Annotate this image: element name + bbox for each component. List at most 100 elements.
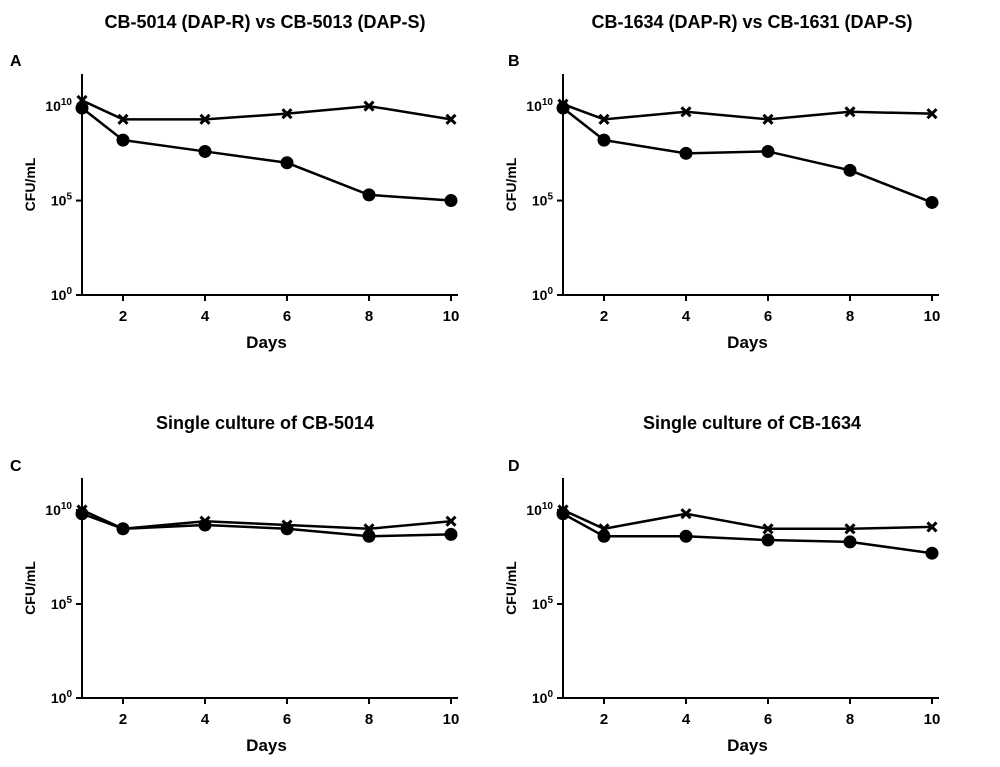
panel-title: CB-5014 (DAP-R) vs CB-5013 (DAP-S) — [104, 12, 425, 32]
y-tick-label: 100 — [532, 286, 554, 303]
data-point-circle — [116, 133, 130, 147]
data-point-circle — [556, 101, 570, 115]
y-axis-label: CFU/mL — [22, 157, 38, 211]
x-tick-label: 10 — [924, 711, 941, 728]
x-tick-label: 2 — [119, 308, 127, 325]
data-point-x — [281, 108, 293, 120]
y-axis-label: CFU/mL — [503, 157, 519, 211]
data-point-circle — [679, 529, 693, 543]
panel-letter: D — [508, 458, 520, 475]
panel-d: Single culture of CB-1634 D 2 4 6 8 10 100 105 10… — [503, 413, 940, 755]
panel-a: CB-5014 (DAP-R) vs CB-5013 (DAP-S) A 2 4 6 8 1… — [10, 12, 459, 352]
y-axis-label: CFU/mL — [22, 561, 38, 615]
data-point-x — [117, 113, 129, 125]
panel-title: Single culture of CB-1634 — [643, 413, 861, 433]
panel-letter: C — [10, 458, 22, 475]
data-point-x — [680, 106, 692, 118]
x-tick-label: 10 — [443, 711, 460, 728]
x-tick-label: 4 — [201, 308, 210, 325]
x-axis-label: Days — [246, 736, 287, 755]
data-point-x — [762, 523, 774, 535]
x-tick-label: 8 — [365, 711, 373, 728]
x-tick-label: 8 — [846, 711, 854, 728]
x-tick-label: 6 — [764, 308, 772, 325]
series-line-x — [81, 508, 452, 531]
x-axis-label: Days — [727, 333, 768, 352]
data-point-circle — [597, 133, 611, 147]
x-tick-label: 10 — [443, 308, 460, 325]
data-point-circle — [75, 101, 89, 115]
x-tick-label: 6 — [764, 711, 772, 728]
y-tick-label: 100 — [532, 689, 554, 706]
data-point-x — [926, 108, 938, 120]
data-point-circle — [556, 507, 570, 521]
x-tick-label: 8 — [846, 308, 854, 325]
x-tick-label: 4 — [682, 711, 691, 728]
data-point-circle — [280, 156, 294, 170]
x-tick-label: 6 — [283, 308, 291, 325]
data-point-circle — [280, 522, 294, 536]
data-point-x — [199, 113, 211, 125]
x-axis-label: Days — [727, 736, 768, 755]
series-line-circle — [81, 107, 452, 202]
data-point-circle — [925, 195, 939, 209]
panel-letter: A — [10, 53, 22, 70]
data-point-x — [680, 508, 692, 520]
data-point-circle — [362, 188, 376, 202]
data-point-circle — [362, 529, 376, 543]
series-line-x — [562, 103, 933, 121]
panel-c: Single culture of CB-5014 C 2 4 6 8 10 100 105 10… — [10, 413, 459, 755]
data-point-x — [445, 515, 457, 527]
y-tick-label: 1010 — [526, 501, 553, 518]
panel-title: Single culture of CB-5014 — [156, 413, 374, 433]
data-point-circle — [843, 535, 857, 549]
data-point-x — [926, 521, 938, 533]
panel-b: CB-1634 (DAP-R) vs CB-1631 (DAP-S) B 2 4 6 8 1… — [503, 12, 940, 352]
y-tick-label: 1010 — [45, 501, 72, 518]
series-line-x — [81, 99, 452, 121]
x-tick-label: 6 — [283, 711, 291, 728]
y-tick-label: 105 — [532, 192, 554, 209]
data-point-circle — [761, 144, 775, 158]
x-tick-label: 2 — [119, 711, 127, 728]
data-point-x — [844, 106, 856, 118]
x-tick-label: 8 — [365, 308, 373, 325]
y-tick-label: 105 — [51, 192, 73, 209]
panel-letter: B — [508, 53, 520, 70]
data-point-circle — [444, 194, 458, 208]
y-tick-label: 105 — [51, 595, 73, 612]
x-tick-label: 2 — [600, 308, 608, 325]
y-tick-label: 1010 — [526, 97, 553, 114]
data-point-circle — [198, 518, 212, 532]
series-line-circle — [562, 512, 933, 555]
y-tick-label: 100 — [51, 689, 73, 706]
data-point-x — [762, 113, 774, 125]
data-point-x — [445, 113, 457, 125]
panel-title: CB-1634 (DAP-R) vs CB-1631 (DAP-S) — [591, 12, 912, 32]
data-point-circle — [75, 507, 89, 521]
x-tick-label: 4 — [201, 711, 210, 728]
x-axis-label: Days — [246, 333, 287, 352]
series-line-circle — [562, 107, 933, 204]
data-point-circle — [198, 144, 212, 158]
data-point-x — [844, 523, 856, 535]
data-point-circle — [761, 533, 775, 547]
data-point-x — [598, 113, 610, 125]
x-tick-label: 4 — [682, 308, 691, 325]
data-point-circle — [116, 522, 130, 536]
data-point-circle — [597, 529, 611, 543]
data-point-circle — [925, 546, 939, 560]
data-point-circle — [679, 146, 693, 160]
series-line-circle — [81, 512, 452, 538]
data-point-circle — [843, 163, 857, 177]
data-point-circle — [444, 527, 458, 541]
x-tick-label: 2 — [600, 711, 608, 728]
y-tick-label: 100 — [51, 286, 73, 303]
y-tick-label: 105 — [532, 595, 554, 612]
x-tick-label: 10 — [924, 308, 941, 325]
data-point-x — [363, 100, 375, 112]
series-line-x — [562, 508, 933, 531]
y-tick-label: 1010 — [45, 97, 72, 114]
y-axis-label: CFU/mL — [503, 561, 519, 615]
